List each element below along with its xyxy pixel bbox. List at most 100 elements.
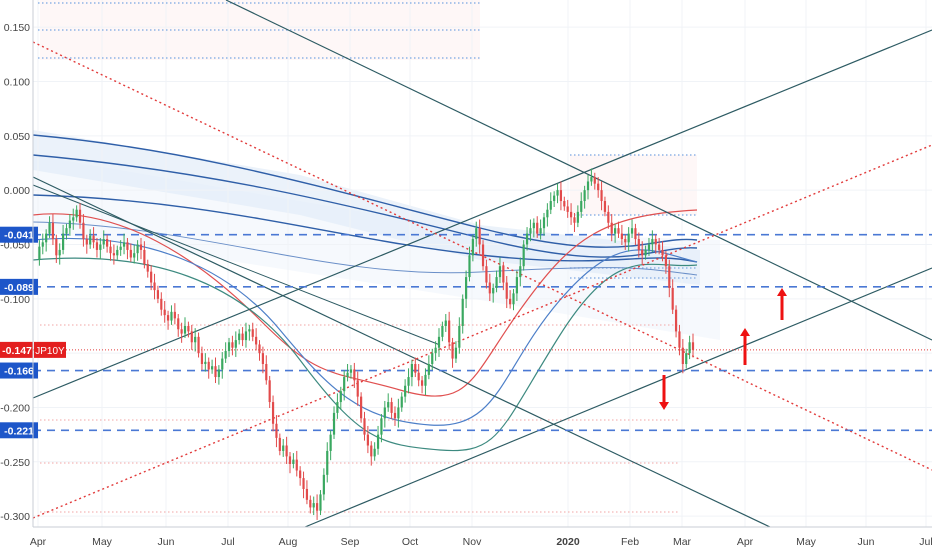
price-candle [251, 329, 254, 337]
price-candle [336, 402, 339, 413]
price-candle [92, 235, 95, 243]
price-candle [346, 372, 349, 378]
x-tick-label: May [92, 536, 113, 548]
price-candle [129, 249, 132, 258]
price-candle [366, 434, 369, 446]
price-candle [512, 293, 515, 305]
price-candle [630, 228, 634, 234]
price-layer [38, 168, 695, 520]
price-candle [370, 445, 373, 457]
price-candle [464, 277, 468, 299]
price-candle [248, 329, 251, 332]
price-candle [468, 255, 471, 278]
price-candle [45, 233, 48, 243]
price-candle [224, 350, 227, 359]
price-candle [424, 374, 427, 386]
price-candle [651, 239, 654, 245]
price-candle [441, 325, 444, 337]
y-tick-label: -0.100 [0, 294, 30, 306]
price-candle [177, 318, 180, 330]
price-candle [72, 217, 75, 221]
price-candle [55, 239, 58, 256]
price-candle [102, 239, 105, 245]
price-candle [637, 239, 640, 250]
price-candle [126, 242, 129, 250]
x-tick-label: Mar [673, 536, 692, 548]
price-candle [319, 494, 322, 511]
price-candle [150, 271, 153, 283]
price-candle [624, 239, 627, 243]
price-candle [434, 347, 437, 354]
price-candle [197, 336, 200, 354]
price-candle [614, 228, 617, 234]
x-tick-label: Jun [158, 536, 175, 548]
level-tag-label: -0.089 [4, 282, 34, 294]
price-candle [363, 418, 366, 435]
price-candle [451, 342, 454, 359]
price-candle [180, 329, 183, 334]
price-candle [580, 201, 583, 212]
price-candle [498, 266, 502, 278]
level-tag [0, 226, 38, 243]
price-candle [600, 190, 603, 202]
trend-line [225, 0, 932, 341]
price-candle [353, 369, 356, 381]
price-candle [244, 331, 248, 341]
price-candle [99, 244, 102, 250]
level-tag-label: -0.221 [4, 425, 34, 437]
price-candle [475, 228, 478, 240]
price-candle [576, 211, 579, 223]
price-candle [407, 377, 410, 386]
price-candle [397, 407, 400, 419]
price-candle [278, 437, 281, 451]
price-candle [200, 353, 204, 365]
price-candle [478, 228, 481, 245]
price-candle [48, 222, 51, 234]
price-candle [238, 333, 241, 341]
price-candle [380, 418, 383, 435]
x-tick-label: Sep [341, 536, 360, 548]
price-candle [566, 206, 569, 212]
price-candle [495, 277, 498, 288]
level-tag [0, 278, 38, 295]
price-candle [265, 364, 268, 381]
price-candle [420, 380, 424, 386]
price-candle [211, 366, 214, 370]
price-candle [153, 282, 156, 291]
price-candle [607, 211, 610, 223]
price-candle [647, 244, 651, 250]
moving-average-red [32, 209, 698, 397]
price-candle [691, 342, 695, 350]
price-candle [519, 266, 522, 278]
current-price-label: -0.147 [2, 345, 32, 357]
price-candle [68, 220, 71, 229]
price-candle [326, 450, 329, 475]
price-candle [116, 249, 119, 256]
price-candle [187, 325, 190, 332]
price-candle [112, 253, 115, 256]
price-candle [183, 325, 187, 334]
price-candle [309, 499, 312, 508]
y-tick-label: -0.250 [0, 457, 30, 469]
moving-average-green [32, 257, 698, 452]
price-candle [393, 412, 397, 419]
drawing-layer [32, 0, 932, 528]
price-candle [610, 222, 613, 234]
price-candle [258, 344, 261, 354]
price-candle [410, 364, 414, 378]
moving-average-line [32, 134, 698, 248]
price-candle [217, 369, 220, 378]
price-candle [299, 470, 302, 479]
price-candle [221, 358, 224, 370]
price-candle [603, 201, 607, 212]
price-candle [322, 474, 325, 495]
price-candle [292, 459, 295, 464]
price-candle [634, 228, 637, 240]
price-candle [136, 244, 139, 254]
price-candle [75, 209, 78, 218]
price-candle [658, 244, 661, 250]
price-candle [563, 201, 566, 207]
price-candle [654, 239, 657, 245]
price-candle [190, 331, 193, 343]
